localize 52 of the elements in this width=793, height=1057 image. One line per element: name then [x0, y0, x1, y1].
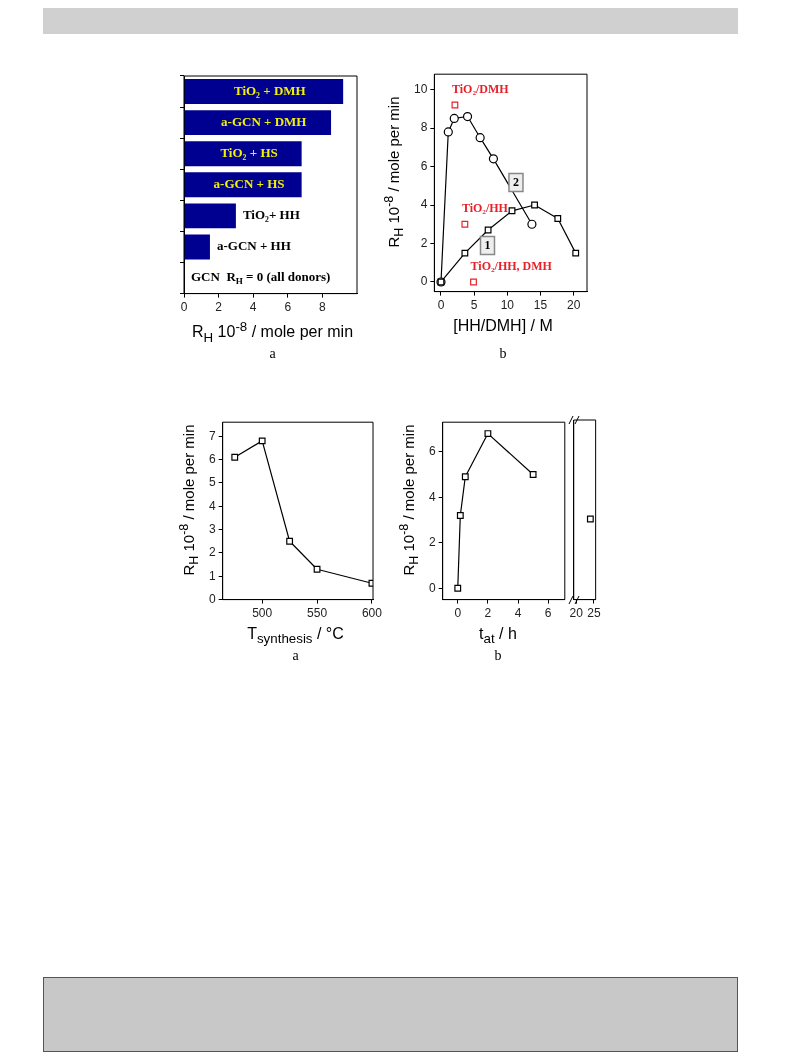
x-tick-label: 15 — [533, 298, 548, 313]
series-label: 2 — [512, 174, 519, 189]
x-tick-label: 600 — [361, 606, 383, 621]
x-tick-label: 25 — [587, 606, 601, 621]
y-tick-label: 8 — [420, 120, 428, 135]
x-tick-label: 10 — [500, 298, 515, 313]
y-tick-label: 0 — [428, 580, 436, 595]
y-tick-label: 6 — [208, 451, 216, 466]
y-tick-label: 0 — [208, 591, 216, 606]
y-tick-label: a-GCN + HS — [213, 176, 285, 192]
text: a — [291, 648, 300, 664]
series-label: 1 — [484, 237, 491, 252]
y-tick-label: 6 — [428, 444, 436, 459]
text: b — [498, 346, 508, 362]
y-tick-label: TiO₂ + HS — [220, 145, 278, 161]
series-label: TiO₂/HH, DMH — [470, 259, 553, 274]
x-tick-label: 20 — [567, 298, 581, 313]
x-axis-title: R$_{H}$ 10$^{-8}$ / mole per min — [190, 319, 355, 345]
y-tick-label: 4 — [420, 197, 428, 212]
text: b — [493, 648, 503, 664]
y-tick-label: TiO₂ + DMH — [233, 82, 306, 98]
x-tick-label: 20 — [569, 606, 584, 621]
y-tick-label: 7 — [208, 428, 216, 443]
y-tick-label: 4 — [208, 498, 216, 513]
x-axis-title: T$_{synthesis}$ / °C — [246, 625, 345, 647]
x-tick-label: 6 — [544, 606, 552, 621]
y-tick-label: 1 — [208, 568, 216, 583]
y-tick-label: a-GCN + DMH — [221, 113, 307, 129]
y-tick-label: 5 — [208, 475, 216, 490]
y-tick-label: 0 — [420, 274, 428, 289]
y-tick-label: TiO₂+ HH — [242, 207, 300, 223]
text: a — [268, 346, 277, 362]
x-tick-label: 4 — [514, 606, 522, 621]
y-tick-label: 2 — [208, 545, 216, 560]
series-label: TiO₂/DMH — [451, 82, 510, 97]
y-tick-label: 6 — [420, 158, 428, 173]
x-tick-label: 500 — [252, 606, 273, 621]
x-axis-title: [HH/DMH] / M — [452, 317, 554, 335]
y-tick-label: 4 — [428, 489, 436, 504]
x-tick-label: 5 — [470, 298, 478, 313]
x-axis-title: t$_{at}$ / h — [478, 625, 518, 647]
y-tick-label: 2 — [428, 535, 436, 550]
y-tick-label: 10 — [413, 81, 428, 96]
series-label: TiO₂/HH — [461, 201, 509, 216]
x-tick-label: 2 — [484, 606, 492, 621]
x-tick-label: 0 — [180, 300, 188, 315]
x-tick-label: 8 — [319, 300, 327, 315]
y-tick-label: 2 — [420, 235, 428, 250]
x-tick-label: 0 — [454, 606, 462, 621]
y-tick-label: a-GCN + HH — [216, 238, 291, 254]
y-tick-label: 3 — [208, 521, 216, 536]
x-tick-label: 550 — [307, 606, 328, 621]
